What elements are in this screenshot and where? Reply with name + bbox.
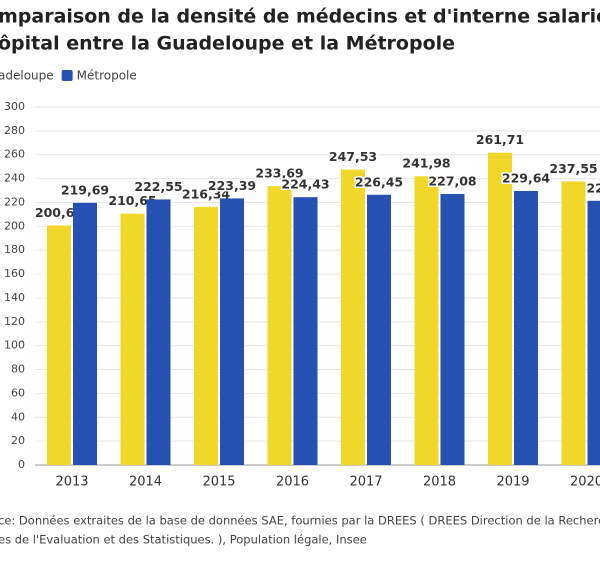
value-label: 226,45 — [355, 174, 403, 189]
legend-label: adeloupe — [0, 69, 54, 83]
value-label: 229,64 — [502, 170, 551, 185]
x-tick-label: 2013 — [55, 475, 88, 490]
y-tick-label: 160 — [4, 267, 25, 280]
x-tick-label: 2018 — [423, 475, 456, 490]
value-label: 222,55 — [134, 179, 182, 194]
bar — [194, 206, 218, 465]
value-label: 233,69 — [255, 166, 303, 181]
y-tick-label: 80 — [11, 363, 25, 376]
bar — [587, 200, 600, 465]
value-label: 210,65 — [108, 193, 156, 208]
x-tick-label: 2017 — [349, 475, 382, 490]
value-label: 241,98 — [402, 156, 450, 171]
bar — [146, 199, 171, 466]
value-label: 227,08 — [428, 174, 476, 189]
y-tick-label: 120 — [4, 315, 25, 328]
y-tick-label: 60 — [11, 386, 25, 399]
value-label: 247,53 — [329, 149, 377, 164]
value-label: 223,39 — [208, 178, 256, 193]
bar — [267, 186, 292, 465]
legend-swatch — [61, 70, 73, 81]
y-tick-label: 300 — [4, 100, 25, 113]
bar — [73, 202, 97, 465]
value-label: 224,43 — [281, 177, 329, 192]
value-label: 237,55 — [549, 161, 597, 176]
value-label: 216,34 — [182, 186, 231, 201]
value-label: 219,69 — [61, 182, 109, 197]
bar — [561, 181, 586, 465]
bar — [341, 169, 365, 465]
y-tick-label: 220 — [4, 195, 25, 208]
y-tick-label: 40 — [11, 410, 25, 423]
y-tick-label: 280 — [4, 124, 25, 137]
y-tick-label: 200 — [4, 219, 25, 232]
y-tick-label: 140 — [4, 291, 25, 304]
bar — [120, 213, 145, 465]
y-tick-label: 0 — [18, 458, 25, 471]
bar — [220, 198, 244, 465]
x-tick-label: 2020 — [570, 475, 600, 490]
legend-label: Métropole — [77, 69, 137, 83]
x-tick-label: 2014 — [129, 475, 162, 490]
bar — [514, 190, 538, 465]
y-tick-label: 180 — [4, 243, 25, 256]
y-tick-label: 260 — [4, 148, 25, 161]
y-tick-label: 100 — [4, 339, 25, 352]
x-tick-label: 2019 — [496, 475, 529, 490]
y-tick-label: 240 — [4, 172, 25, 185]
x-tick-label: 2016 — [276, 475, 309, 490]
source: es de l'Evaluation et des Statistiques. … — [0, 533, 367, 547]
x-tick-label: 2015 — [202, 475, 235, 490]
bar — [488, 152, 512, 465]
chart-title: mparaison de la densité de médecins et d… — [0, 6, 600, 28]
bar — [293, 197, 318, 465]
source: ce: Données extraites de la base de donn… — [0, 514, 600, 528]
y-tick-label: 20 — [11, 434, 25, 447]
value-label: 261,71 — [476, 132, 524, 147]
bar — [440, 194, 465, 465]
bar — [47, 225, 71, 465]
value-label: 200,69 — [35, 205, 83, 220]
value-label: 221 — [586, 180, 600, 195]
chart-title: ôpital entre la Guadeloupe et la Métropo… — [0, 33, 455, 55]
bar — [414, 176, 439, 466]
bar — [367, 194, 391, 466]
